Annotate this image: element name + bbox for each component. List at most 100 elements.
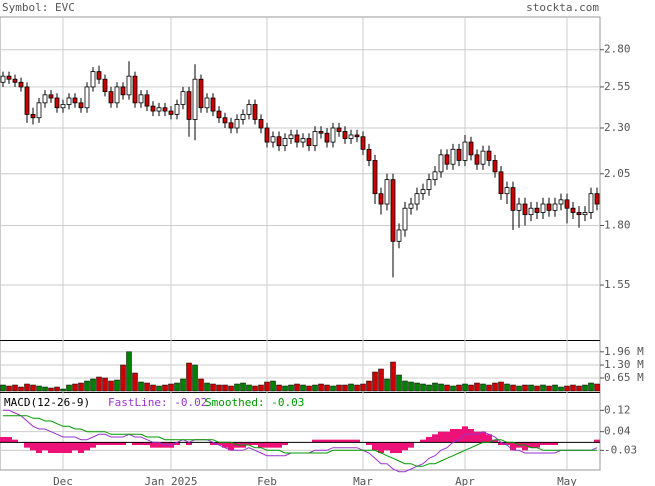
candle-body bbox=[48, 94, 54, 99]
candle-body bbox=[582, 212, 588, 216]
candle-body bbox=[162, 107, 168, 112]
volume-bar bbox=[132, 372, 138, 392]
candle-body bbox=[78, 102, 84, 109]
macd-histogram-bar bbox=[444, 431, 450, 443]
y-tick-label: -0.03 bbox=[604, 443, 637, 456]
candle-body bbox=[306, 138, 312, 147]
candle-body bbox=[186, 91, 192, 120]
volume-bar bbox=[180, 378, 186, 392]
macd-histogram-bar bbox=[492, 439, 498, 443]
volume-bar bbox=[126, 351, 132, 392]
volume-bar bbox=[534, 385, 540, 392]
candle-body bbox=[36, 102, 42, 119]
candle-body bbox=[222, 117, 228, 124]
macd-histogram-bar bbox=[60, 442, 66, 453]
volume-bar bbox=[222, 384, 228, 392]
x-tick-label: Apr bbox=[455, 475, 475, 486]
macd-histogram-bar bbox=[132, 442, 138, 445]
macd-histogram-bar bbox=[504, 442, 510, 445]
candle-body bbox=[462, 141, 468, 161]
macd-histogram-bar bbox=[96, 442, 102, 445]
volume-bar bbox=[462, 383, 468, 392]
volume-bar bbox=[492, 382, 498, 392]
y-tick-label: 1.80 bbox=[604, 219, 631, 232]
macd-histogram-bar bbox=[420, 439, 426, 443]
candle-body bbox=[246, 104, 252, 115]
macd-histogram-bar bbox=[6, 437, 12, 443]
volume-bar bbox=[576, 385, 582, 392]
candle-body bbox=[252, 104, 258, 120]
volume-bar bbox=[510, 384, 516, 392]
macd-histogram-bar bbox=[210, 442, 216, 445]
volume-bar bbox=[120, 364, 126, 392]
candle-body bbox=[444, 154, 450, 165]
x-tick-label: Dec bbox=[53, 475, 73, 486]
volume-bar bbox=[138, 381, 144, 392]
macd-histogram-bar bbox=[366, 442, 372, 445]
volume-bar bbox=[504, 383, 510, 392]
candle-body bbox=[588, 193, 594, 213]
candle-body bbox=[234, 119, 240, 129]
macd-histogram-bar bbox=[534, 442, 540, 448]
candle-body bbox=[420, 189, 426, 195]
candle-body bbox=[426, 179, 432, 191]
source: stockta.com bbox=[526, 1, 599, 14]
candle-body bbox=[84, 86, 90, 109]
candle-body bbox=[60, 104, 66, 109]
macd-histogram-bar bbox=[156, 442, 162, 448]
volume-bar bbox=[396, 374, 402, 392]
y-tick-label: 0.12 bbox=[604, 403, 631, 416]
macd-histogram-bar bbox=[408, 442, 414, 448]
volume-bar bbox=[174, 382, 180, 392]
candle-body bbox=[480, 150, 486, 165]
candle-body bbox=[18, 81, 24, 88]
candle-body bbox=[0, 75, 6, 83]
candle-body bbox=[492, 160, 498, 173]
y-tick-label: 1.55 bbox=[604, 278, 631, 291]
plot-frame bbox=[0, 16, 601, 471]
macd-histogram-bar bbox=[402, 442, 408, 451]
candle-body bbox=[12, 78, 18, 83]
candle-body bbox=[390, 179, 396, 242]
candle-body bbox=[42, 94, 48, 104]
candle-body bbox=[294, 134, 300, 143]
candle-body bbox=[114, 86, 120, 104]
candle-body bbox=[210, 97, 216, 112]
volume-bar bbox=[522, 384, 528, 392]
candle-body bbox=[432, 171, 438, 181]
macd-histogram-bar bbox=[12, 439, 18, 443]
volume-bar bbox=[270, 380, 276, 392]
candle-body bbox=[102, 78, 108, 93]
candle-body bbox=[96, 71, 102, 80]
macd-histogram-bar bbox=[120, 442, 126, 445]
candle-body bbox=[564, 199, 570, 209]
candle-body bbox=[6, 75, 12, 80]
candle-body bbox=[414, 193, 420, 205]
candle-body bbox=[120, 86, 126, 96]
volume-bar bbox=[204, 382, 210, 392]
volume-bar bbox=[258, 384, 264, 392]
candle-body bbox=[288, 134, 294, 139]
candle-body bbox=[540, 203, 546, 213]
candle-body bbox=[264, 127, 270, 143]
candle-body bbox=[198, 78, 204, 109]
candle-body bbox=[522, 203, 528, 216]
volume-bar bbox=[318, 383, 324, 392]
macd-histogram-bar bbox=[456, 429, 462, 443]
macd-histogram-bar bbox=[84, 442, 90, 451]
volume-bar bbox=[144, 382, 150, 392]
volume-bar bbox=[582, 384, 588, 392]
candle-body bbox=[90, 71, 96, 88]
candle-body bbox=[276, 136, 282, 147]
macd-histogram-bar bbox=[432, 434, 438, 443]
macd-histogram-bar bbox=[0, 437, 6, 443]
macd-histogram-bar bbox=[228, 442, 234, 451]
volume-bar bbox=[372, 371, 378, 392]
macd-histogram-bar bbox=[252, 442, 258, 445]
macd-histogram-bar bbox=[30, 442, 36, 451]
candle-body bbox=[498, 171, 504, 195]
volume-bar bbox=[570, 384, 576, 392]
macd-histogram-bar bbox=[54, 442, 60, 453]
volume-bar bbox=[414, 382, 420, 392]
